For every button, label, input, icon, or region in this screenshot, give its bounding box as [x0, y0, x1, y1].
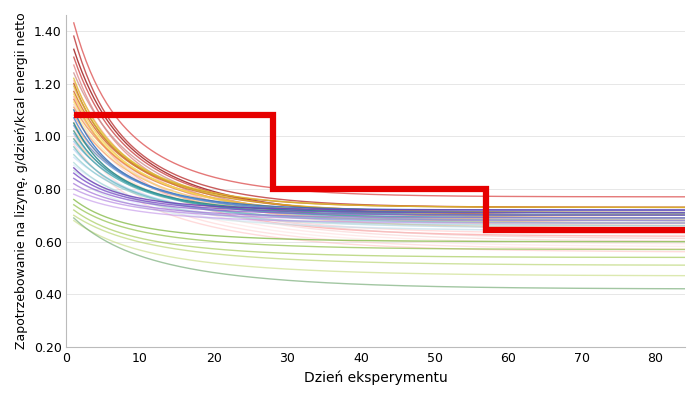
- X-axis label: Dzień eksperymentu: Dzień eksperymentu: [304, 370, 447, 385]
- Y-axis label: Zapotrzebowanie na lizynę, g/dzień/kcal energii netto: Zapotrzebowanie na lizynę, g/dzień/kcal …: [15, 13, 28, 349]
